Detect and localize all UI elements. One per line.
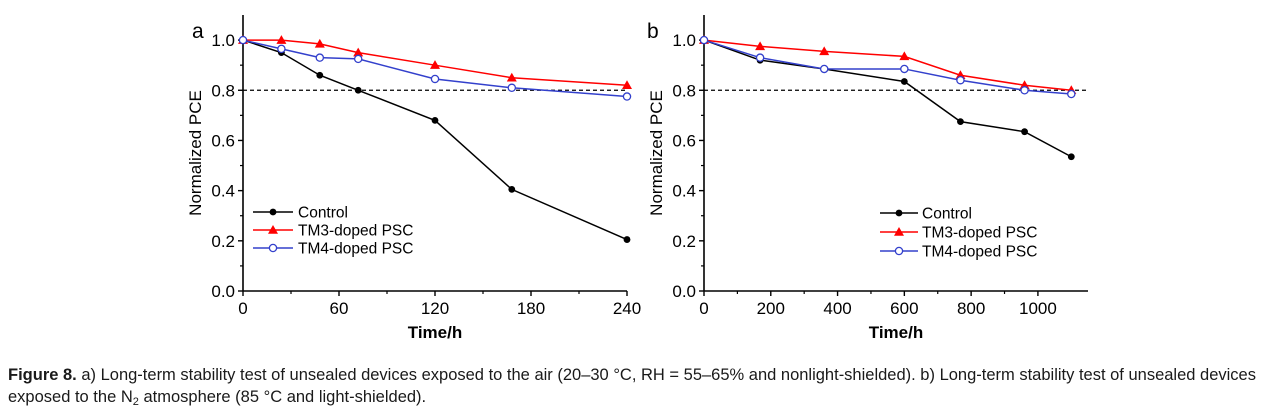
legend-label-tm4-doped-psc: TM4-doped PSC — [922, 244, 1037, 261]
x-tick-label: 200 — [757, 299, 785, 318]
panel-a-chart: 0.0 0.2 0.4 0.6 0.8 1.0 0 60 120 180 240 Time/h Norm… — [186, 15, 641, 342]
y-tick-label: 0.0 — [672, 282, 696, 301]
panel-label: a — [192, 20, 204, 43]
x-tick-label: 60 — [330, 299, 349, 318]
y-axis-title: Normalized PCE — [647, 90, 666, 216]
y-tick-label: 0.0 — [211, 282, 235, 301]
x-tick-label: 400 — [823, 299, 851, 318]
legend-label-tm3-doped-psc: TM3-doped PSC — [922, 225, 1037, 242]
x-tick-label: 800 — [957, 299, 985, 318]
caption-text-2: atmosphere (85 °C and light-shielded). — [138, 388, 427, 406]
data-point-control — [1021, 128, 1028, 136]
legend-marker-tm4-doped-psc — [268, 243, 278, 253]
legend-marker-tm3-doped-psc — [268, 225, 278, 234]
data-point-control — [354, 86, 362, 94]
data-point-tm4-doped-psc — [900, 64, 909, 74]
data-point-tm4-doped-psc — [238, 35, 248, 45]
figure-caption: Figure 8. a) Long-term stability test of… — [8, 364, 1274, 408]
x-tick-label: 0 — [699, 299, 708, 318]
data-point-tm3-doped-psc — [430, 60, 440, 69]
x-tick-label: 0 — [238, 299, 247, 318]
panel-label: b — [647, 20, 659, 43]
data-point-control — [508, 185, 516, 193]
y-tick-label: 0.8 — [672, 81, 696, 100]
legend-marker-tm4-doped-psc — [894, 246, 904, 256]
data-point-tm4-doped-psc — [430, 74, 440, 84]
y-tick-label: 1.0 — [672, 31, 696, 50]
y-tick-label: 0.4 — [672, 182, 696, 201]
x-axis-title: Time/h — [869, 323, 923, 342]
figure: 0.0 0.2 0.4 0.6 0.8 1.0 0 60 120 180 240 Time/h Norm… — [186, 15, 1088, 342]
legend-label-control: Control — [298, 205, 348, 222]
caption-text-1: a) Long-term stability test of unsealed … — [8, 366, 1256, 406]
data-point-tm4-doped-psc — [622, 92, 632, 101]
y-tick-label: 0.2 — [211, 232, 235, 251]
data-point-tm3-doped-psc — [955, 70, 966, 79]
y-tick-label: 0.6 — [211, 131, 235, 150]
panel-b-chart: 0.0 0.2 0.4 0.6 0.8 1.0 0 200 400 600 800 1000 Time/… — [647, 15, 1088, 342]
legend-label-tm4-doped-psc: TM4-doped PSC — [298, 241, 413, 258]
data-point-tm3-doped-psc — [276, 35, 287, 44]
legend-marker-control — [269, 208, 277, 216]
data-point-tm3-doped-psc — [353, 47, 364, 57]
data-point-control — [316, 71, 324, 79]
x-tick-label: 1000 — [1019, 299, 1057, 318]
data-point-tm4-doped-psc — [1020, 86, 1029, 95]
legend-label-control: Control — [922, 206, 972, 223]
data-point-control — [957, 118, 964, 126]
data-point-tm3-doped-psc — [622, 80, 632, 90]
legend-marker-control — [895, 209, 903, 217]
data-point-control — [900, 78, 908, 85]
x-tick-label: 240 — [613, 299, 641, 318]
legend-label-tm3-doped-psc: TM3-doped PSC — [298, 223, 413, 240]
y-tick-label: 1.0 — [211, 31, 235, 50]
y-tick-label: 0.4 — [211, 182, 235, 201]
x-tick-label: 600 — [890, 299, 918, 318]
x-axis-title: Time/h — [408, 323, 462, 342]
data-point-tm3-doped-psc — [819, 46, 830, 56]
data-point-tm4-doped-psc — [353, 54, 363, 64]
caption-label: Figure 8. — [8, 366, 77, 384]
x-tick-label: 180 — [517, 299, 545, 318]
data-point-tm4-doped-psc — [956, 75, 965, 85]
data-point-tm3-doped-psc — [755, 41, 766, 51]
data-point-tm3-doped-psc — [899, 51, 910, 61]
y-tick-label: 0.2 — [672, 232, 696, 251]
data-point-tm3-doped-psc — [1019, 80, 1030, 90]
data-point-tm4-doped-psc — [277, 44, 286, 54]
caption-subscript: 2 — [132, 396, 139, 408]
y-tick-label: 0.8 — [211, 81, 235, 100]
data-point-control — [623, 236, 631, 243]
data-point-tm4-doped-psc — [699, 35, 709, 45]
data-point-control — [431, 116, 439, 124]
data-point-tm3-doped-psc — [314, 38, 325, 48]
data-point-tm3-doped-psc — [506, 72, 517, 82]
data-point-tm4-doped-psc — [507, 83, 517, 93]
data-point-tm4-doped-psc — [819, 64, 829, 74]
y-tick-label: 0.6 — [672, 131, 696, 150]
data-point-tm4-doped-psc — [315, 53, 325, 62]
y-axis-title: Normalized PCE — [186, 90, 205, 216]
data-point-control — [1067, 153, 1075, 161]
data-point-tm4-doped-psc — [1067, 89, 1076, 99]
x-tick-label: 120 — [421, 299, 449, 318]
legend-marker-tm3-doped-psc — [894, 227, 904, 236]
data-point-tm4-doped-psc — [755, 53, 765, 62]
